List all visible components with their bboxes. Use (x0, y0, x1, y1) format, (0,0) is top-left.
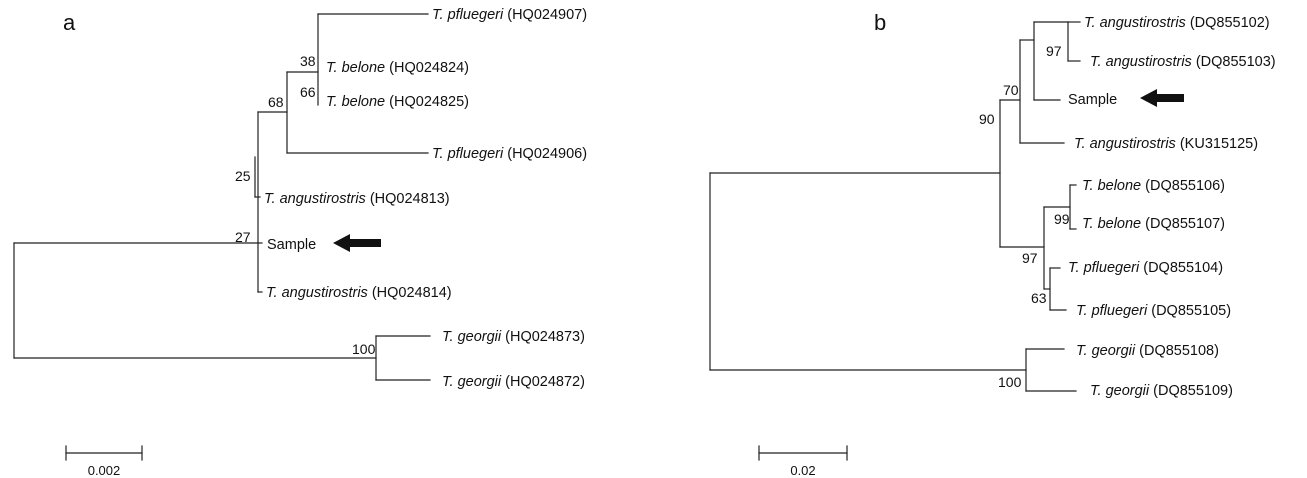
sample-label: Sample (1068, 92, 1117, 108)
taxon-label: T. belone (DQ855106) (1082, 178, 1225, 194)
scale-bar-a (65, 445, 143, 461)
taxon-label: T. angustirostris (HQ024814) (266, 285, 452, 301)
scale-bar-label: 0.002 (88, 463, 121, 478)
taxon-label: T. belone (HQ024825) (326, 94, 469, 110)
tree-panel-a: a T. pfluegeri (HQ024907) T. belone (HQ0… (13, 7, 587, 478)
taxon-label: T. georgii (DQ855109) (1090, 383, 1233, 399)
bootstrap-value: 38 (300, 53, 316, 69)
left-arrow-icon (333, 234, 381, 252)
taxon-label: T. georgii (HQ024872) (442, 374, 585, 390)
taxon-label: T. pfluegeri (HQ024907) (432, 7, 587, 23)
panel-label-a: a (63, 10, 76, 35)
tree-a-branches (13, 13, 431, 381)
bootstrap-value: 100 (998, 374, 1022, 390)
taxon-label: T. belone (DQ855107) (1082, 216, 1225, 232)
scale-bar-label: 0.02 (790, 463, 815, 478)
bootstrap-value: 70 (1003, 82, 1019, 98)
taxon-label: T. angustirostris (KU315125) (1074, 136, 1258, 152)
taxon-label: T. belone (HQ024824) (326, 60, 469, 76)
taxon-label: T. pfluegeri (DQ855104) (1068, 260, 1223, 276)
taxon-label: T. pfluegeri (HQ024906) (432, 146, 587, 162)
left-arrow-icon (1140, 89, 1184, 107)
taxon-label: T. angustirostris (DQ855103) (1090, 54, 1276, 70)
taxon-label: T. angustirostris (DQ855102) (1084, 15, 1270, 31)
tree-panel-b: b (709, 10, 1276, 478)
bootstrap-value: 68 (268, 94, 284, 110)
bootstrap-value: 97 (1022, 250, 1038, 266)
taxon-label: T. angustirostris (HQ024813) (264, 191, 450, 207)
panel-label-b: b (874, 10, 886, 35)
tree-b-branches (709, 21, 1081, 392)
taxon-label: T. pfluegeri (DQ855105) (1076, 303, 1231, 319)
bootstrap-value: 97 (1046, 43, 1062, 59)
bootstrap-value: 66 (300, 84, 316, 100)
sample-label: Sample (267, 237, 316, 253)
taxon-label: T. georgii (DQ855108) (1076, 343, 1219, 359)
bootstrap-value: 100 (352, 341, 376, 357)
bootstrap-value: 63 (1031, 290, 1047, 306)
bootstrap-value: 25 (235, 168, 251, 184)
scale-bar-b (758, 445, 848, 461)
bootstrap-value: 90 (979, 111, 995, 127)
bootstrap-value: 99 (1054, 211, 1070, 227)
taxon-label: T. georgii (HQ024873) (442, 329, 585, 345)
bootstrap-value: 27 (235, 229, 251, 245)
